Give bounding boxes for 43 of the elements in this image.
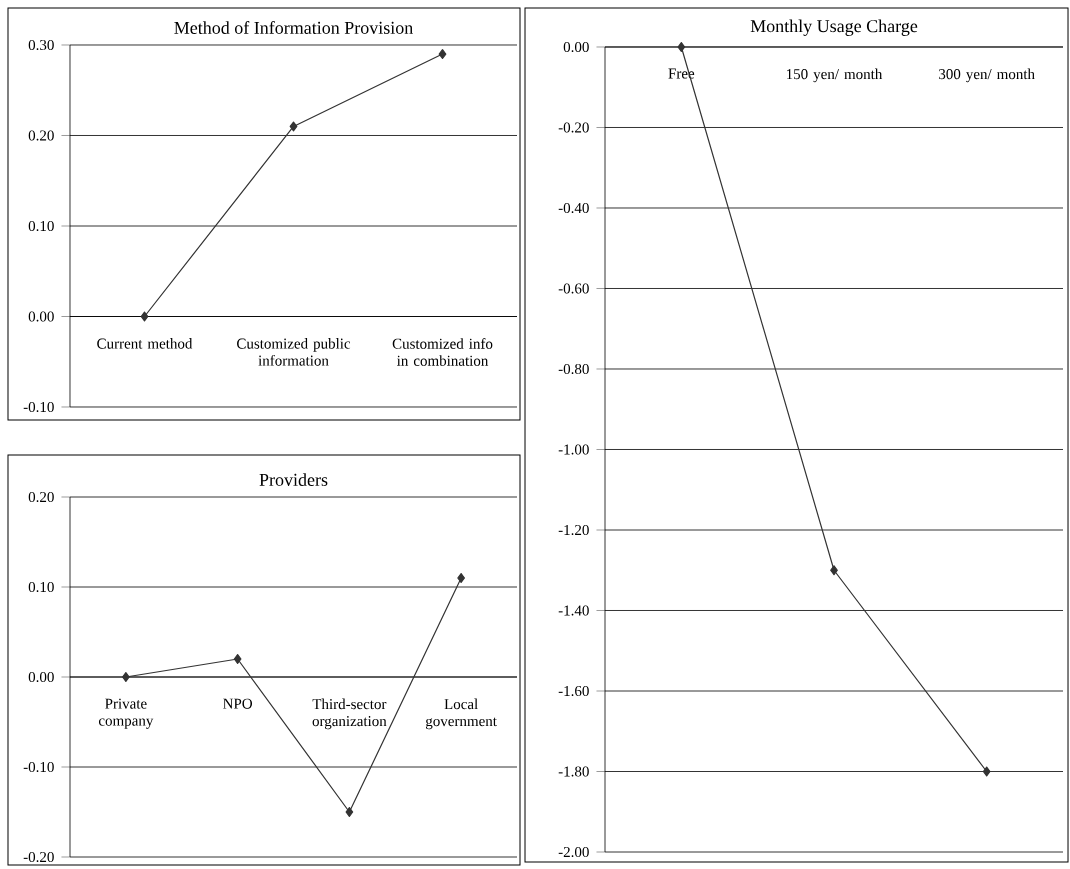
point	[121, 672, 130, 683]
y-tick-label: 0.20	[28, 130, 54, 141]
y-tick-label: -0.80	[558, 364, 589, 375]
y-tick-label: 0.10	[28, 582, 54, 593]
x-tick-label: Current method	[97, 338, 193, 349]
y-tick-label: -0.40	[558, 203, 589, 214]
y-tick-label: 0.00	[28, 311, 54, 322]
x-tick-label: 150 yen/ month	[786, 68, 883, 83]
y-tick-label: 0.00	[563, 42, 589, 53]
chart-title: Providers	[259, 473, 328, 487]
y-tick-label: 0.10	[28, 221, 54, 232]
y-tick-label: -2.00	[558, 847, 589, 858]
y-tick-label: -1.80	[558, 766, 589, 777]
point	[289, 121, 298, 132]
point	[457, 573, 466, 584]
point	[677, 42, 686, 53]
point	[233, 654, 242, 665]
x-tick-label: Local government	[425, 698, 497, 730]
point	[140, 311, 149, 322]
x-tick-label: Customized public information	[237, 338, 351, 366]
x-tick-label: NPO	[223, 698, 253, 709]
x-tick-label: Customized info in combination	[392, 338, 493, 366]
y-tick-label: -1.60	[558, 686, 589, 697]
point	[438, 49, 447, 60]
y-tick-label: -0.10	[23, 762, 54, 773]
y-tick-label: -0.20	[558, 122, 589, 133]
y-tick-label: -1.40	[558, 605, 589, 616]
y-tick-label: -0.60	[558, 283, 589, 294]
y-tick-label: -1.20	[558, 525, 589, 536]
y-tick-label: -1.00	[558, 444, 589, 455]
x-tick-label: Private company	[98, 698, 154, 729]
y-tick-label: -0.20	[23, 852, 54, 863]
y-tick-label: 0.00	[28, 672, 54, 683]
y-tick-label: 0.20	[28, 492, 54, 503]
x-tick-label: Third-sector organization	[312, 698, 387, 730]
chart-title: Monthly Usage Charge	[750, 19, 918, 37]
x-tick-label: 300 yen/ month	[939, 68, 1035, 83]
point	[830, 565, 838, 576]
y-tick-label: -0.10	[23, 402, 54, 413]
point	[982, 766, 991, 777]
point	[345, 807, 354, 818]
chart-title: Method of Information Provision	[174, 21, 413, 35]
y-tick-label: 0.30	[28, 40, 54, 51]
